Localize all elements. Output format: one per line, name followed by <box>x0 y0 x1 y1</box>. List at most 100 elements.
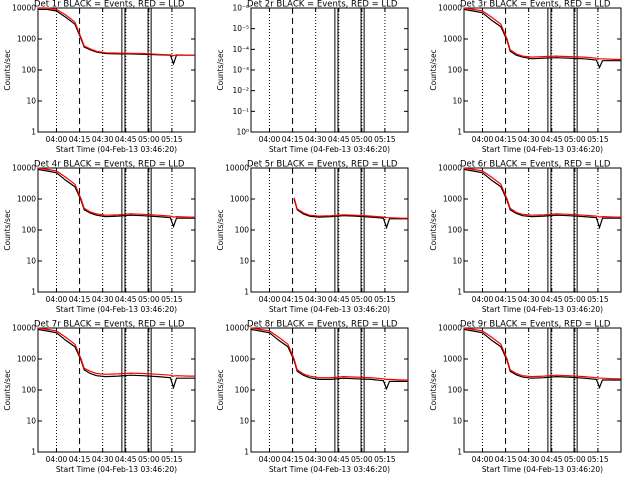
y-axis-label: Counts/sec <box>429 209 438 250</box>
x-tick-label: 05:15 <box>374 455 396 464</box>
x-tick-label: 04:15 <box>282 135 304 144</box>
x-tick-label: 05:00 <box>351 295 373 304</box>
y-axis-label: Counts/sec <box>3 209 12 250</box>
x-tick-label: 04:30 <box>92 135 114 144</box>
x-tick-label: 05:15 <box>161 295 183 304</box>
y-axis-label: Counts/sec <box>429 369 438 410</box>
y-axis-label: Counts/sec <box>3 369 12 410</box>
y-tick-label: 100 <box>22 386 37 395</box>
x-tick-label: 04:30 <box>518 135 540 144</box>
y-tick-label: 10000 <box>438 164 462 173</box>
y-tick-label: 1 <box>31 288 36 297</box>
y-tick-label: 10⁰ <box>236 128 249 137</box>
y-tick-label: 10 <box>239 417 249 426</box>
x-tick-label: 05:15 <box>374 295 396 304</box>
y-axis-label: Counts/sec <box>216 49 225 90</box>
y-tick-label: 100 <box>448 386 463 395</box>
y-tick-label: 10000 <box>438 4 462 13</box>
y-tick-label: 10 <box>452 257 462 266</box>
y-tick-label: 1000 <box>443 355 462 364</box>
lld-series-line <box>293 197 408 219</box>
x-tick-label: 05:15 <box>587 455 609 464</box>
y-tick-label: 10000 <box>12 164 36 173</box>
events-series-line <box>38 8 195 66</box>
y-tick-label: 100 <box>448 226 463 235</box>
panel-title: Det 5r BLACK = Events, RED = LLD <box>247 160 398 170</box>
y-axis-label: Counts/sec <box>216 369 225 410</box>
x-tick-label: 04:45 <box>115 135 137 144</box>
y-tick-label: 10000 <box>12 324 36 333</box>
y-tick-label: 1 <box>244 448 249 457</box>
x-tick-label: 05:00 <box>351 135 373 144</box>
y-tick-label: 10 <box>452 417 462 426</box>
y-axis-label: Counts/sec <box>216 209 225 250</box>
x-tick-label: 04:15 <box>69 135 91 144</box>
panel-8: Det 8r BLACK = Events, RED = LLD10000100… <box>216 320 409 474</box>
x-tick-label: 05:00 <box>564 455 586 464</box>
x-tick-label: 04:00 <box>259 295 281 304</box>
y-tick-label: 10⁻¹ <box>232 107 249 116</box>
x-tick-label: 04:15 <box>69 295 91 304</box>
x-tick-label: 05:00 <box>564 295 586 304</box>
panel-6: Det 6r BLACK = Events, RED = LLD10000100… <box>429 160 622 314</box>
x-tick-label: 04:00 <box>259 455 281 464</box>
x-tick-label: 04:45 <box>115 295 137 304</box>
x-tick-label: 05:00 <box>351 455 373 464</box>
x-tick-label: 05:15 <box>374 135 396 144</box>
x-tick-label: 04:45 <box>328 295 350 304</box>
y-tick-label: 10 <box>239 257 249 266</box>
y-tick-label: 1 <box>457 448 462 457</box>
x-tick-label: 04:45 <box>328 455 350 464</box>
y-tick-label: 10⁻² <box>232 86 249 95</box>
y-tick-label: 10000 <box>438 324 462 333</box>
x-tick-label: 04:15 <box>282 455 304 464</box>
panel-title: Det 8r BLACK = Events, RED = LLD <box>247 320 398 330</box>
x-axis-label: Start Time (04-Feb-13 03:46:20) <box>269 305 390 314</box>
x-tick-label: 04:30 <box>92 295 114 304</box>
y-tick-label: 1000 <box>443 195 462 204</box>
events-series-line <box>463 328 621 390</box>
x-tick-label: 04:00 <box>472 135 494 144</box>
lld-series-line <box>38 7 195 57</box>
y-tick-label: 1000 <box>17 195 36 204</box>
x-axis-label: Start Time (04-Feb-13 03:46:20) <box>56 465 177 474</box>
y-tick-label: 10⁻⁵ <box>232 24 249 33</box>
x-tick-label: 04:30 <box>305 135 327 144</box>
panel-9: Det 9r BLACK = Events, RED = LLD10000100… <box>429 320 622 474</box>
panel-title: Det 3r BLACK = Events, RED = LLD <box>460 0 611 10</box>
x-tick-label: 05:15 <box>587 295 609 304</box>
x-tick-label: 04:45 <box>115 455 137 464</box>
panel-1: Det 1r BLACK = Events, RED = LLD10000100… <box>3 0 196 154</box>
events-series-line <box>463 8 621 70</box>
panel-title: Det 4r BLACK = Events, RED = LLD <box>34 160 185 170</box>
x-axis-label: Start Time (04-Feb-13 03:46:20) <box>482 465 603 474</box>
y-tick-label: 10⁻³ <box>232 66 249 75</box>
x-tick-label: 05:00 <box>138 135 160 144</box>
y-tick-label: 100 <box>235 386 250 395</box>
x-tick-label: 04:45 <box>541 135 563 144</box>
x-tick-label: 04:00 <box>46 455 68 464</box>
x-tick-label: 05:00 <box>564 135 586 144</box>
x-tick-label: 04:15 <box>282 295 304 304</box>
events-series-line <box>463 168 621 230</box>
y-tick-label: 10⁻⁶ <box>232 4 249 13</box>
y-tick-label: 10 <box>26 417 36 426</box>
x-tick-label: 04:15 <box>69 455 91 464</box>
panel-title: Det 1r BLACK = Events, RED = LLD <box>34 0 185 10</box>
x-tick-label: 05:15 <box>161 135 183 144</box>
x-tick-label: 05:15 <box>587 135 609 144</box>
y-tick-label: 10000 <box>12 4 36 13</box>
events-series-line <box>37 168 195 229</box>
y-tick-label: 1 <box>31 128 36 137</box>
x-tick-label: 04:45 <box>541 455 563 464</box>
events-series-line <box>37 328 195 390</box>
x-axis-label: Start Time (04-Feb-13 03:46:20) <box>269 465 390 474</box>
x-axis-label: Start Time (04-Feb-13 03:46:20) <box>56 305 177 314</box>
panel-title: Det 2r BLACK = Events, RED = LLD <box>247 0 398 10</box>
x-axis-label: Start Time (04-Feb-13 03:46:20) <box>482 145 603 154</box>
y-axis-label: Counts/sec <box>429 49 438 90</box>
y-tick-label: 100 <box>448 66 463 75</box>
